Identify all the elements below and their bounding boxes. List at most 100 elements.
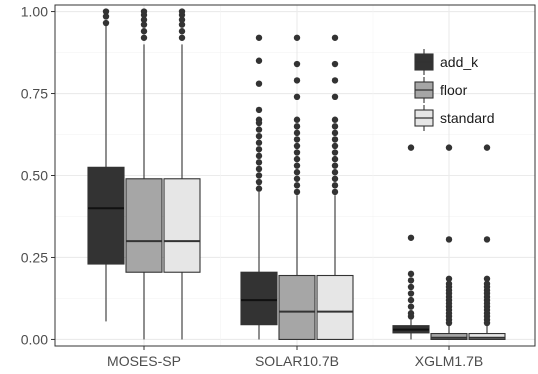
outlier-point — [255, 185, 263, 192]
outlier-point — [178, 28, 186, 35]
box-body — [87, 166, 125, 265]
box-body — [316, 274, 354, 340]
outlier-point — [331, 188, 339, 196]
outlier-point — [331, 60, 339, 68]
outlier-point — [140, 28, 148, 35]
outlier-point — [407, 277, 415, 284]
outlier-point — [331, 116, 339, 123]
box-body — [163, 178, 201, 273]
outlier-point — [293, 116, 301, 123]
outlier-point — [255, 172, 263, 179]
series-standard — [163, 8, 506, 340]
outlier-point — [445, 275, 453, 282]
box-standard-MOSES-SP — [163, 8, 201, 340]
outlier-point — [293, 182, 301, 189]
outlier-point — [331, 93, 339, 101]
outlier-point — [331, 77, 339, 84]
outlier-point — [140, 8, 148, 15]
outlier-point — [407, 310, 415, 317]
x-tick-label: MOSES-SP — [107, 353, 181, 369]
outlier-point — [140, 21, 148, 28]
outlier-point — [331, 175, 339, 182]
outlier-point — [102, 13, 110, 20]
outlier-point — [445, 280, 453, 287]
series-floor — [125, 8, 468, 340]
box-body — [278, 274, 316, 340]
box-floor-MOSES-SP — [125, 8, 163, 340]
legend-item-floor: floor — [414, 77, 468, 103]
outlier-point — [331, 155, 339, 163]
legend-label: floor — [440, 82, 468, 98]
outlier-point — [255, 159, 263, 166]
box-body — [468, 332, 506, 340]
outlier-point — [331, 169, 339, 176]
outlier-point — [407, 144, 415, 151]
box-standard-SOLAR10.7B — [316, 34, 354, 340]
outlier-point — [407, 283, 415, 291]
outlier-point — [407, 303, 415, 310]
outlier-point — [407, 234, 415, 241]
box-add_k-XGLM1.7B — [392, 144, 430, 340]
outlier-point — [102, 8, 110, 15]
outlier-point — [255, 80, 263, 87]
series-add_k — [87, 8, 430, 340]
outlier-point — [255, 116, 263, 123]
outlier-point — [293, 123, 301, 130]
outlier-point — [483, 275, 491, 282]
box-floor-XGLM1.7B — [430, 144, 468, 340]
outlier-point — [293, 149, 301, 156]
outlier-point — [293, 169, 301, 176]
outlier-point — [407, 290, 415, 297]
box-body — [125, 178, 163, 273]
outlier-point — [293, 129, 301, 137]
outlier-point — [483, 236, 491, 243]
outlier-point — [331, 162, 339, 169]
box-body — [430, 332, 468, 340]
outlier-point — [255, 132, 263, 140]
outlier-point — [140, 34, 148, 41]
box-add_k-SOLAR10.7B — [240, 34, 278, 340]
box-standard-XGLM1.7B — [468, 144, 506, 340]
outlier-point — [255, 106, 263, 114]
outlier-point — [407, 270, 415, 278]
outlier-point — [331, 149, 339, 156]
boxplot-series — [87, 8, 506, 340]
outlier-point — [445, 144, 453, 151]
outlier-point — [293, 162, 301, 169]
legend-label: add_k — [440, 54, 479, 70]
outlier-point — [178, 34, 186, 41]
outlier-point — [331, 136, 339, 143]
outlier-point — [293, 60, 301, 68]
x-tick-label: SOLAR10.7B — [255, 353, 339, 369]
outlier-point — [255, 146, 263, 153]
outlier-point — [293, 188, 301, 196]
y-tick-label: 0.75 — [21, 86, 48, 102]
outlier-point — [293, 142, 301, 150]
outlier-point — [102, 19, 110, 27]
outlier-point — [255, 34, 263, 41]
outlier-point — [293, 93, 301, 101]
outlier-point — [178, 21, 186, 28]
outlier-point — [255, 152, 263, 160]
outlier-point — [178, 8, 186, 15]
outlier-point — [483, 280, 491, 287]
outlier-point — [255, 178, 263, 186]
outlier-point — [140, 16, 148, 23]
outlier-point — [255, 165, 263, 173]
y-tick-label: 0.50 — [21, 168, 48, 184]
outlier-point — [331, 142, 339, 150]
y-tick-label: 0.00 — [21, 331, 48, 347]
outlier-point — [331, 123, 339, 130]
outlier-point — [293, 136, 301, 143]
outlier-point — [293, 175, 301, 182]
outlier-point — [445, 236, 453, 243]
outlier-point — [255, 57, 263, 64]
box-body — [240, 271, 278, 326]
outlier-point — [293, 155, 301, 163]
box-add_k-MOSES-SP — [87, 8, 125, 322]
y-tick-label: 0.25 — [21, 249, 48, 265]
x-tick-label: XGLM1.7B — [415, 353, 483, 369]
legend-item-add_k: add_k — [414, 49, 479, 75]
outlier-point — [255, 126, 263, 133]
